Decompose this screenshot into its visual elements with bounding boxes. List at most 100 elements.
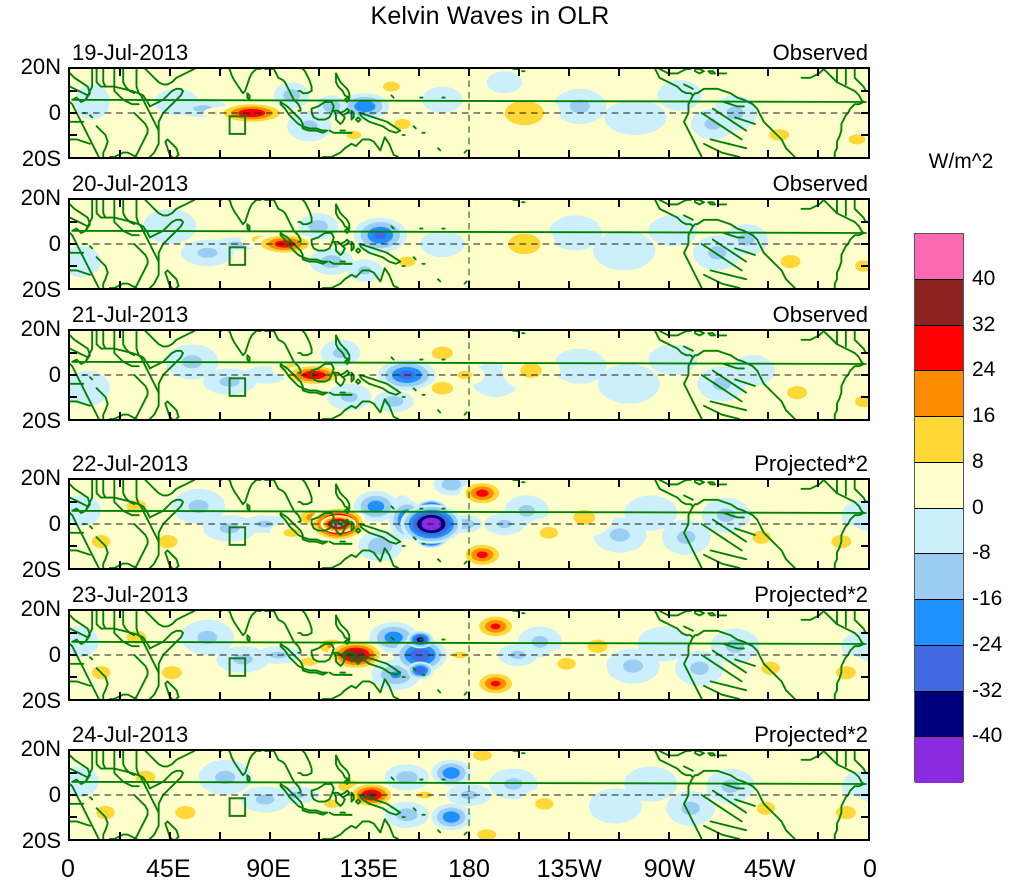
- x-tick-mark: [667, 150, 670, 157]
- colorbar-tick-label: 24: [972, 358, 996, 382]
- y-axis-tick-20S: 20S: [21, 408, 61, 433]
- x-tick-mark: [268, 561, 271, 568]
- colorbar-tick-label: 8: [972, 449, 984, 473]
- colorbar-tick-label: 40: [972, 266, 996, 290]
- x-tick-mark: [318, 150, 321, 157]
- colorbar-band: [915, 737, 963, 783]
- x-tick-mark: [368, 480, 371, 487]
- x-tick-mark: [218, 331, 221, 338]
- x-tick-mark: [268, 412, 271, 419]
- colorbar-band: [915, 462, 963, 509]
- x-tick-mark: [368, 69, 371, 76]
- colorbar-tick-label: -16: [972, 587, 1003, 610]
- y-tick-mark: [70, 501, 77, 503]
- colorbar-tick-label: 32: [972, 312, 996, 336]
- y-tick-mark: [861, 396, 868, 398]
- x-axis-tick-label: 180: [448, 855, 490, 883]
- y-tick-mark: [861, 352, 868, 354]
- panel-kind-label: Projected*2: [754, 722, 868, 747]
- map-panel-5: 23-Jul-2013 Projected*2 20N 0 20S: [21, 582, 870, 713]
- y-tick-mark: [861, 772, 868, 774]
- y-tick-mark: [861, 265, 868, 267]
- y-axis-tick-0: 0: [48, 511, 61, 536]
- x-tick-mark: [468, 611, 470, 618]
- y-axis-tick-20S: 20S: [21, 146, 61, 171]
- map-panel-1: 19-Jul-2013 Observed 20N 0 20S: [21, 40, 870, 171]
- y-tick-mark: [70, 352, 77, 354]
- x-tick-mark: [667, 412, 670, 419]
- x-tick-mark: [567, 611, 570, 618]
- y-tick-mark: [70, 90, 77, 92]
- panel-field: [70, 751, 868, 839]
- y-axis-tick-20S: 20S: [21, 828, 61, 853]
- x-tick-mark: [617, 200, 620, 207]
- x-tick-mark: [168, 751, 171, 758]
- x-tick-mark: [168, 150, 171, 157]
- x-tick-mark: [517, 281, 520, 288]
- x-tick-mark: [667, 611, 670, 618]
- x-tick-mark: [717, 692, 720, 699]
- x-tick-mark: [118, 832, 121, 839]
- x-tick-mark: [218, 69, 221, 76]
- x-tick-mark: [567, 412, 570, 419]
- x-tick-mark: [717, 69, 720, 76]
- y-axis-tick-20S: 20S: [21, 557, 61, 582]
- x-tick-mark: [168, 832, 171, 839]
- x-tick-mark: [218, 480, 221, 487]
- x-tick-mark: [468, 692, 470, 699]
- x-tick-mark: [817, 692, 820, 699]
- x-tick-mark: [318, 611, 321, 618]
- x-tick-mark: [168, 611, 171, 618]
- x-tick-mark: [118, 412, 121, 419]
- x-tick-mark: [767, 69, 770, 76]
- x-axis-tick-label: 135E: [339, 855, 398, 883]
- panel-kind-label: Observed: [772, 40, 868, 65]
- x-tick-mark: [268, 281, 271, 288]
- x-tick-mark: [218, 832, 221, 839]
- x-tick-mark: [418, 69, 421, 76]
- x-tick-mark: [118, 200, 121, 207]
- x-tick-mark: [468, 281, 470, 288]
- x-tick-mark: [418, 832, 421, 839]
- x-tick-mark: [767, 281, 770, 288]
- x-tick-mark: [717, 561, 720, 568]
- x-tick-mark: [667, 480, 670, 487]
- x-tick-mark: [268, 692, 271, 699]
- y-tick-mark: [70, 794, 77, 796]
- x-tick-mark: [517, 480, 520, 487]
- y-tick-mark: [70, 243, 77, 245]
- y-tick-mark: [861, 243, 868, 245]
- x-tick-mark: [268, 751, 271, 758]
- x-tick-mark: [168, 331, 171, 338]
- x-tick-mark: [817, 751, 820, 758]
- panel-field: [70, 331, 868, 419]
- x-tick-mark: [318, 412, 321, 419]
- panel-frame: [68, 749, 870, 841]
- x-tick-mark: [368, 832, 371, 839]
- colorbar-band: [915, 554, 963, 600]
- x-tick-mark: [517, 69, 520, 76]
- colorbar-tick-label: 0: [972, 495, 984, 519]
- y-tick-mark: [70, 396, 77, 398]
- x-tick-mark: [617, 69, 620, 76]
- x-tick-mark: [567, 69, 570, 76]
- x-tick-mark: [667, 832, 670, 839]
- x-tick-mark: [468, 150, 470, 157]
- x-tick-mark: [418, 331, 421, 338]
- x-tick-mark: [418, 200, 421, 207]
- x-tick-mark: [468, 561, 470, 568]
- x-tick-mark: [517, 331, 520, 338]
- x-tick-mark: [617, 480, 620, 487]
- x-tick-mark: [468, 832, 470, 839]
- x-tick-mark: [368, 412, 371, 419]
- panel-date-label: 19-Jul-2013: [72, 40, 189, 65]
- x-tick-mark: [268, 611, 271, 618]
- y-tick-mark: [70, 816, 77, 818]
- y-tick-mark: [861, 654, 868, 656]
- y-axis-tick-20N: 20N: [20, 736, 61, 761]
- colorbar-tick-label: -40: [972, 724, 1003, 748]
- y-tick-mark: [861, 90, 868, 92]
- x-tick-mark: [567, 331, 570, 338]
- x-tick-mark: [318, 331, 321, 338]
